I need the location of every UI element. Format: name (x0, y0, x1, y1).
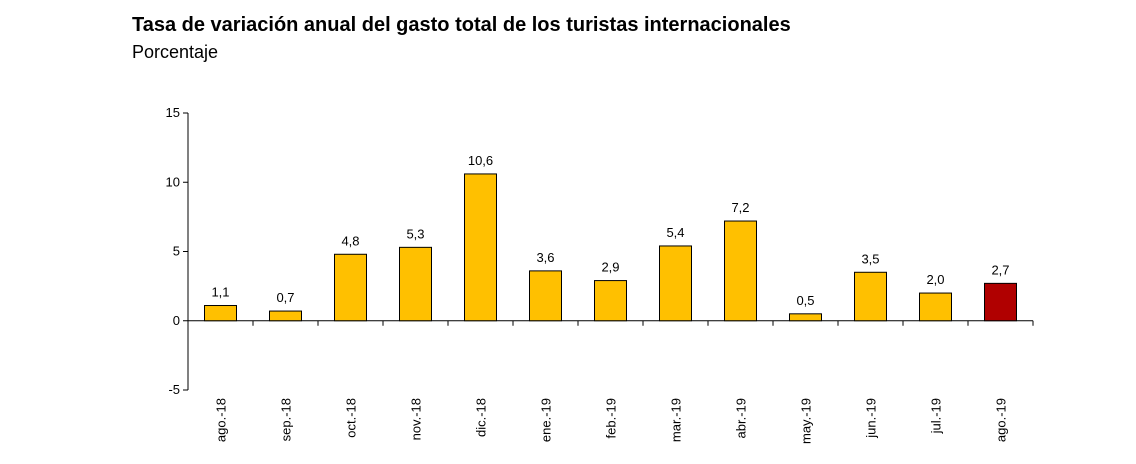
data-label: 10,6 (468, 153, 493, 168)
bars (204, 173, 1017, 322)
x-tick-label: jul.-19 (929, 398, 944, 434)
bar (789, 313, 822, 322)
x-tick-label: abr.-19 (734, 398, 749, 438)
data-label: 7,2 (731, 200, 749, 215)
bar (594, 280, 627, 322)
x-tick-label: feb.-19 (604, 398, 619, 438)
data-label: 2,7 (991, 262, 1009, 277)
y-tick-label: 15 (166, 105, 180, 120)
data-label: 4,8 (341, 233, 359, 248)
x-tick-label: oct.-18 (344, 398, 359, 438)
bar (854, 271, 887, 322)
data-label: 1,1 (211, 285, 229, 300)
chart-title: Tasa de variación anual del gasto total … (132, 14, 791, 36)
chart-subtitle: Porcentaje (132, 42, 219, 62)
y-tick-label: 0 (173, 313, 180, 328)
y-tick-label: 10 (166, 174, 180, 189)
x-tick-label: sep.-18 (279, 398, 294, 441)
bar (334, 253, 367, 322)
x-tick-label: may.-19 (799, 398, 814, 444)
data-label: 0,5 (796, 293, 814, 308)
bar (399, 246, 432, 322)
y-tick-label: 5 (173, 244, 180, 259)
bar (204, 305, 237, 322)
bar (724, 220, 757, 322)
data-label: 0,7 (276, 290, 294, 305)
bar (659, 245, 692, 322)
data-label: 2,9 (601, 260, 619, 275)
data-label: 5,4 (666, 225, 684, 240)
data-label: 3,5 (861, 251, 879, 266)
y-tick-label: -5 (168, 382, 180, 397)
x-tick-label: nov.-18 (409, 398, 424, 440)
x-axis: ago.-18 sep.-18 oct.-18 nov.-18 dic.-18 ene.-… (187, 320, 1034, 444)
data-label: 5,3 (406, 226, 424, 241)
x-tick-label: mar.-19 (669, 398, 684, 442)
data-label: 3,6 (536, 250, 554, 265)
data-labels: 1,1 0,7 4,8 5,3 10,6 3,6 2,9 5,4 7,2 0,5 3,5 2,0 2,7 (211, 153, 1009, 308)
bar (269, 310, 302, 322)
y-axis: -5 0 5 10 15 (166, 105, 189, 397)
bar (984, 282, 1017, 322)
bar (464, 173, 497, 322)
data-label: 2,0 (926, 272, 944, 287)
x-tick-label: dic.-18 (474, 398, 489, 437)
x-tick-label: ago.-18 (214, 398, 229, 442)
x-tick-label: ago.-19 (994, 398, 1009, 442)
bar (919, 292, 952, 322)
bar (529, 270, 562, 322)
x-tick-label: jun.-19 (864, 398, 879, 439)
x-tick-label: ene.-19 (539, 398, 554, 442)
